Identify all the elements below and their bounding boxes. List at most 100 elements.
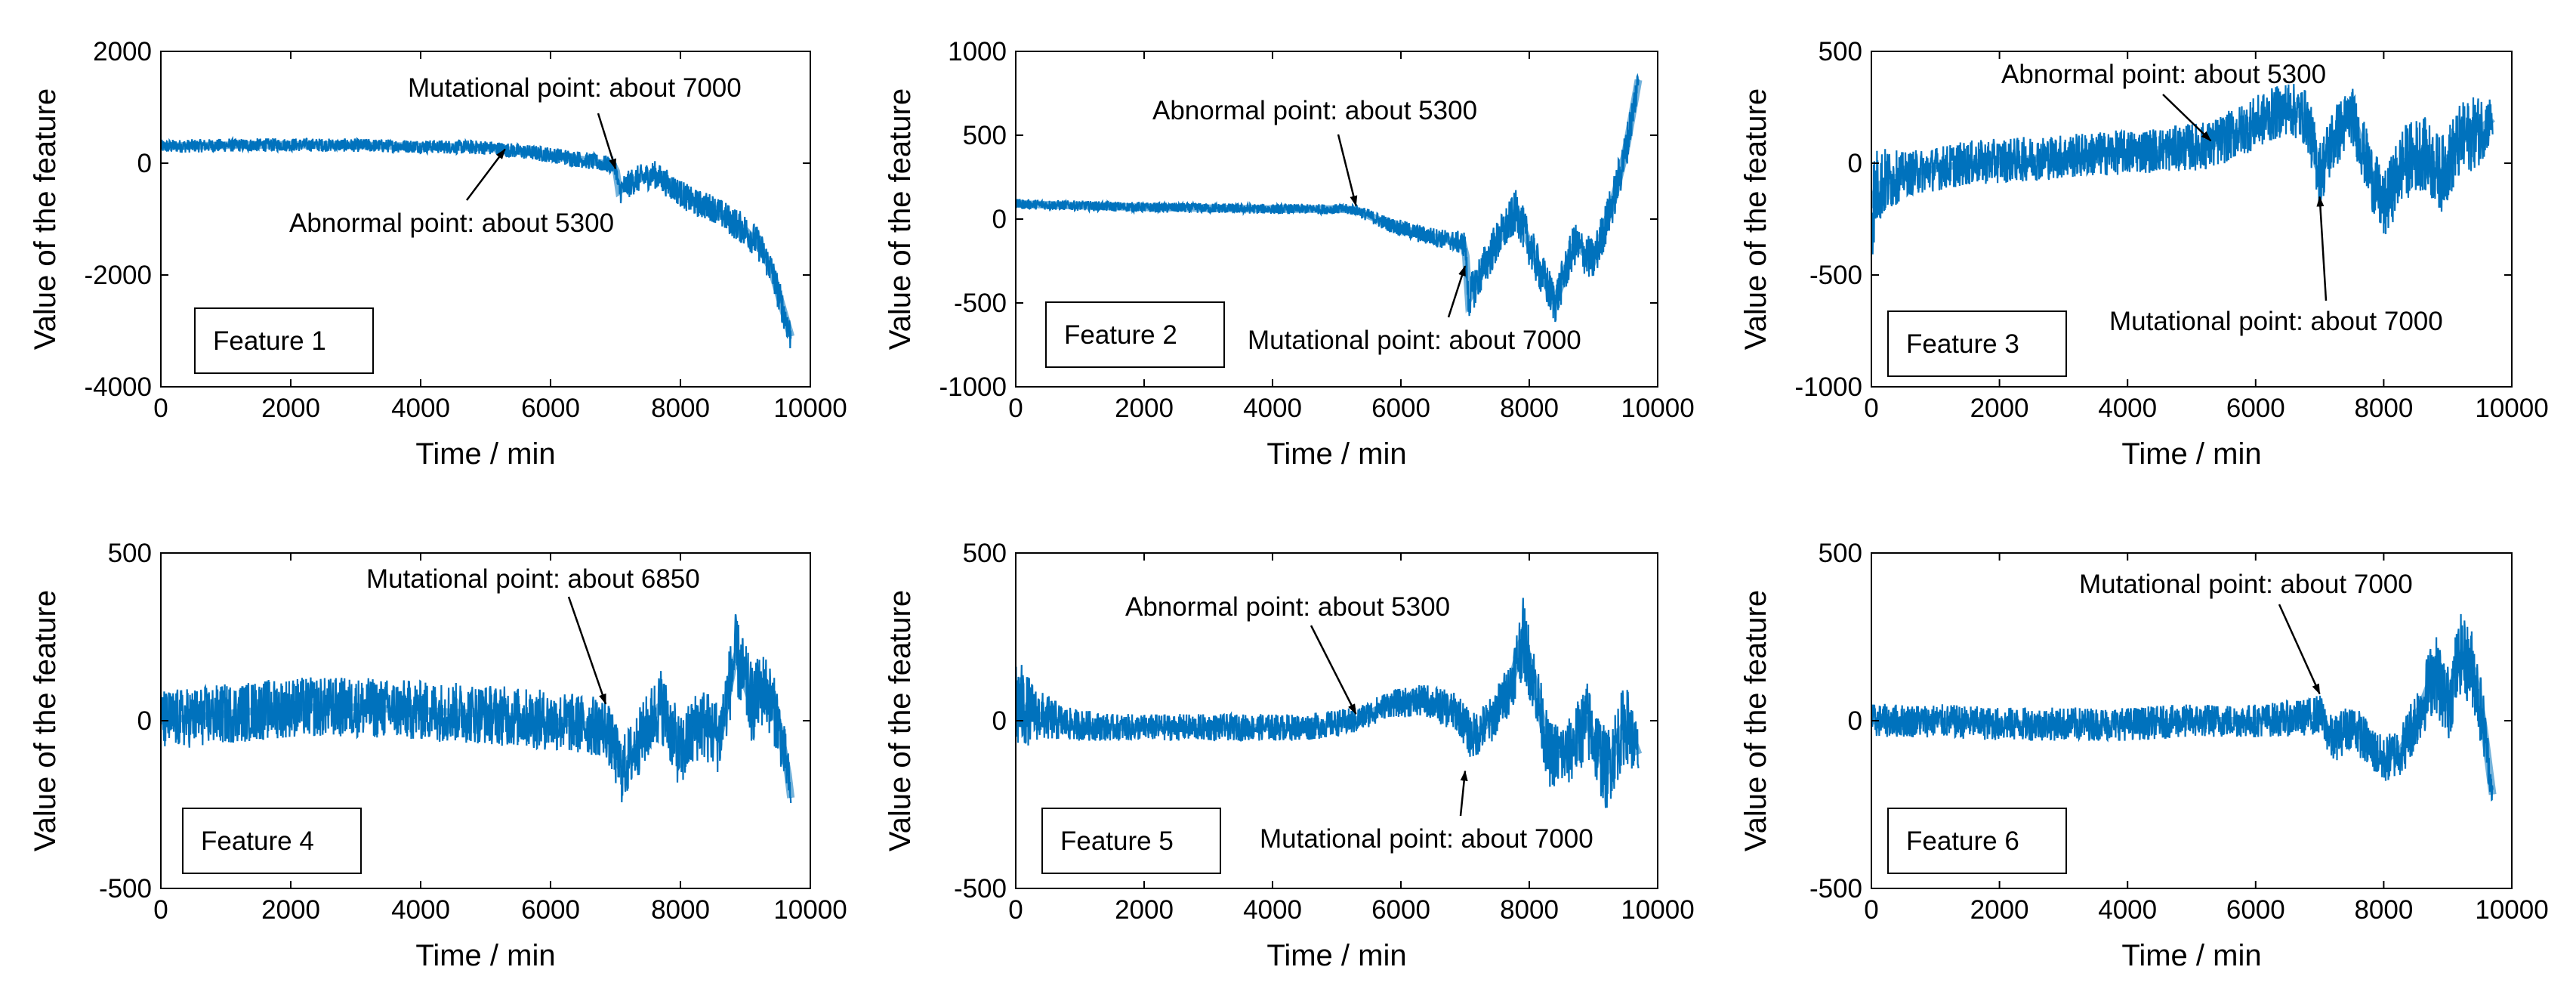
y-tick-label: -500 [1809, 261, 1862, 290]
x-tick-label: 8000 [2354, 394, 2413, 423]
x-axis-label: Time / min [1266, 939, 1406, 972]
plot-frame [1871, 51, 2513, 388]
annotation-label: Abnormal point: about 5300 [289, 209, 614, 238]
x-tick-label: 2000 [261, 394, 320, 423]
annotation-arrow [597, 113, 617, 170]
x-tick-label: 4000 [391, 394, 450, 423]
legend-label: Feature 6 [1906, 826, 2019, 856]
series-band [1016, 626, 1643, 775]
x-tick-label: 0 [1864, 394, 1878, 423]
annotation-arrow [1447, 265, 1467, 318]
y-tick-label: -1000 [939, 372, 1007, 402]
y-tick-label: -500 [1809, 874, 1862, 904]
legend-box [194, 307, 374, 374]
annotation-arrow [2162, 94, 2212, 142]
x-tick-label: 10000 [2475, 394, 2548, 423]
series-band [161, 141, 795, 338]
panel-feature-1: 0 2000 4000 6000 8000 10000 -4000 -2000 0 2000 Tim… [29, 37, 847, 471]
legend-box [182, 808, 362, 874]
series-band [1871, 647, 2497, 795]
legend-box [1041, 808, 1221, 874]
legend-box [1045, 301, 1225, 368]
series-band [1871, 103, 2495, 209]
x-tick-label: 6000 [1371, 895, 1430, 925]
x-tick-label: 6000 [521, 895, 580, 925]
x-tick-label: 10000 [1621, 394, 1694, 423]
legend-label: Feature 4 [201, 826, 314, 856]
x-tick-label: 4000 [1243, 895, 1302, 925]
y-tick-label: -4000 [84, 372, 152, 402]
x-axis-label: Time / min [415, 437, 555, 471]
annotation-label: Abnormal point: about 5300 [1152, 96, 1477, 125]
x-axis-label: Time / min [415, 939, 555, 972]
annotation-arrow [1337, 134, 1358, 207]
y-tick-label: 1000 [948, 37, 1007, 66]
y-tick-label: 0 [1848, 706, 1862, 736]
annotation-label: Mutational point: about 7000 [1248, 326, 1581, 355]
y-axis-label: Value of the feature [1739, 88, 1772, 350]
x-tick-label: 4000 [1243, 394, 1302, 423]
annotation-label: Mutational point: about 7000 [408, 73, 742, 103]
annotation-label: Mutational point: about 6850 [366, 564, 700, 594]
y-axis-label: Value of the feature [29, 590, 62, 851]
x-tick-label: 6000 [521, 394, 580, 423]
legend-box [1887, 808, 2067, 874]
annotation-arrow [466, 148, 506, 201]
x-tick-label: 2000 [1970, 895, 2029, 925]
annotation-arrow [1310, 625, 1357, 715]
x-tick-label: 2000 [1970, 394, 2029, 423]
y-tick-label: 0 [992, 205, 1007, 234]
legend-label: Feature 3 [1906, 329, 2019, 359]
x-tick-label: 6000 [1371, 394, 1430, 423]
x-tick-label: 8000 [1500, 394, 1559, 423]
x-tick-label: 4000 [2098, 394, 2157, 423]
y-tick-label: 0 [1848, 149, 1862, 178]
panel-feature-3: 0 2000 4000 6000 8000 10000 -1000 -500 0 500 Time … [1739, 37, 2549, 471]
annotation-label: Abnormal point: about 5300 [2001, 60, 2326, 89]
y-axis-label: Value of the feature [884, 88, 917, 350]
x-tick-label: 0 [153, 895, 168, 925]
x-tick-label: 0 [1008, 394, 1023, 423]
legend-box [1887, 310, 2067, 377]
annotation-arrow [2278, 604, 2321, 695]
y-tick-label: 500 [963, 539, 1007, 568]
x-tick-label: 2000 [1115, 895, 1174, 925]
y-tick-label: 500 [1819, 37, 1862, 66]
x-tick-label: 6000 [2226, 394, 2285, 423]
y-tick-label: 2000 [93, 37, 152, 66]
x-tick-label: 8000 [2354, 895, 2413, 925]
x-tick-label: 4000 [391, 895, 450, 925]
x-tick-label: 10000 [773, 394, 847, 423]
x-axis-label: Time / min [2121, 939, 2261, 972]
x-tick-label: 4000 [2098, 895, 2157, 925]
plot-frame [160, 51, 811, 388]
y-axis-label: Value of the feature [1739, 590, 1772, 851]
annotation-arrow [1459, 770, 1468, 817]
x-tick-label: 8000 [1500, 895, 1559, 925]
annotation-arrow [567, 596, 607, 705]
y-tick-label: -1000 [1794, 372, 1862, 402]
annotation-label: Mutational point: about 7000 [1260, 824, 1593, 854]
x-tick-label: 10000 [773, 895, 847, 925]
annotation-arrow [2316, 196, 2328, 301]
annotation-label: Mutational point: about 7000 [2079, 570, 2413, 599]
y-tick-label: 0 [137, 706, 152, 736]
series-band [1016, 79, 1643, 314]
x-tick-label: 8000 [651, 895, 710, 925]
x-tick-label: 0 [1008, 895, 1023, 925]
x-axis-label: Time / min [1266, 437, 1406, 471]
legend-label: Feature 5 [1060, 826, 1174, 856]
y-tick-label: 0 [137, 149, 152, 178]
panel-feature-2: 0 2000 4000 6000 8000 10000 -1000 -500 0 500 1000 T… [884, 37, 1695, 471]
series-band [161, 644, 795, 799]
y-tick-label: -2000 [84, 261, 152, 290]
x-tick-label: 6000 [2226, 895, 2285, 925]
x-tick-label: 0 [153, 394, 168, 423]
y-tick-label: 500 [963, 121, 1007, 150]
y-tick-label: -500 [99, 874, 152, 904]
x-tick-label: 0 [1864, 895, 1878, 925]
